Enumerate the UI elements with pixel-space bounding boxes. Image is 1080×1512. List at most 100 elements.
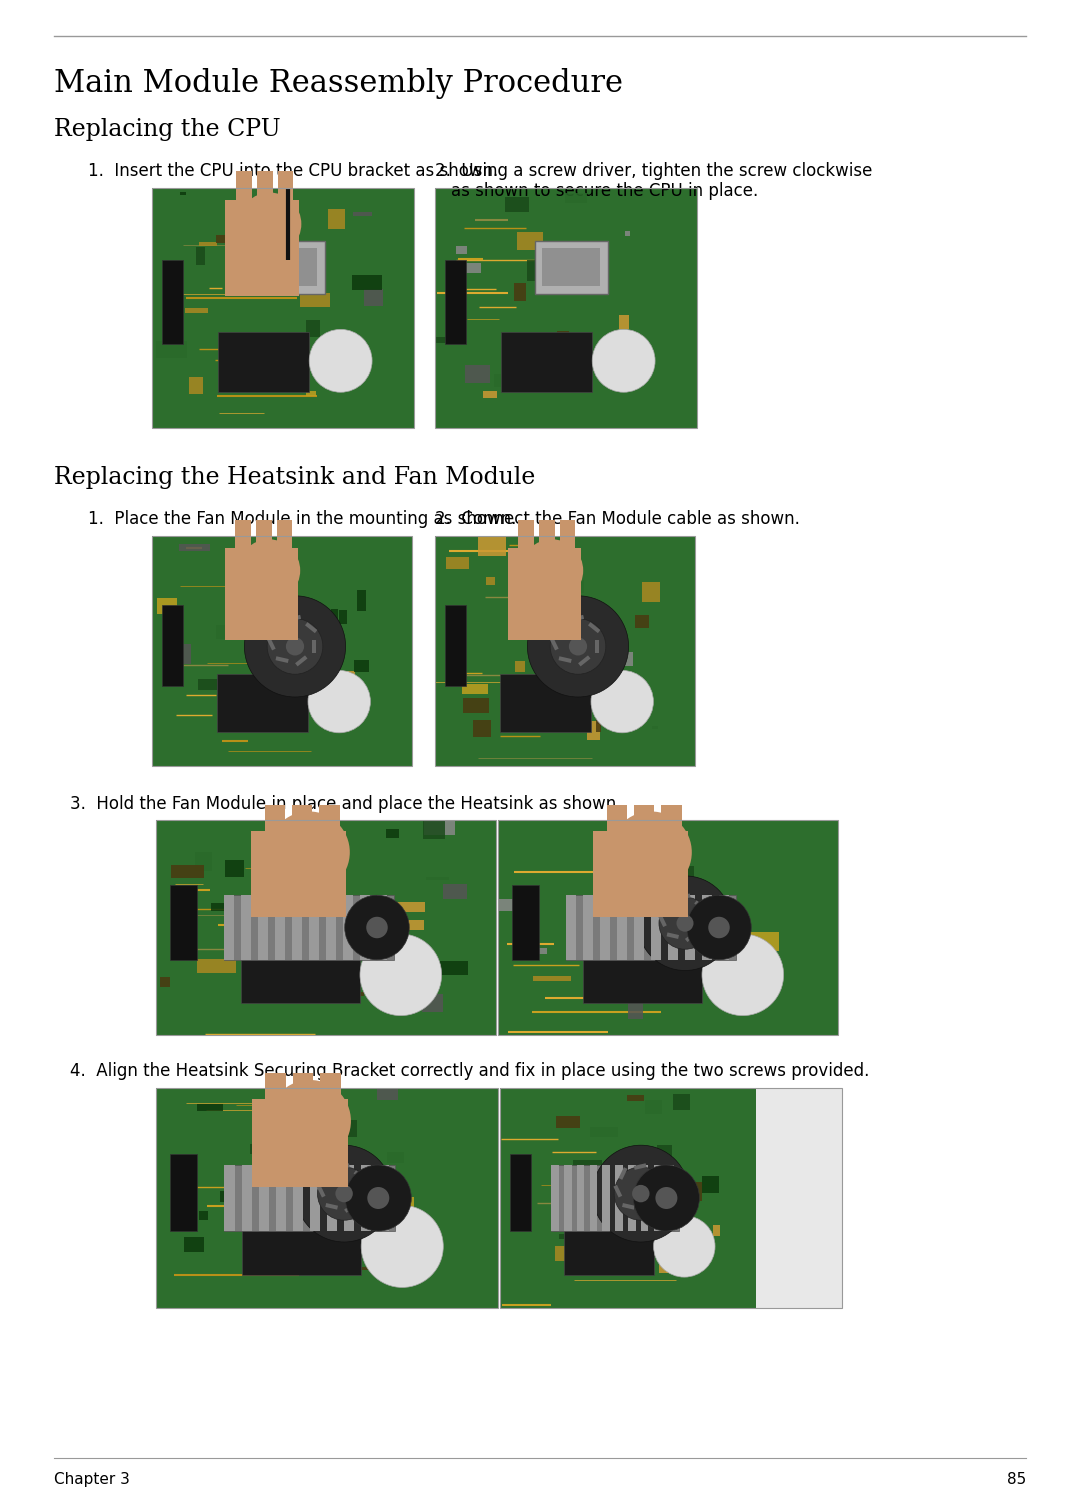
Bar [289,254,309,274]
Bar [634,881,666,886]
Bar [507,343,537,360]
Bar [152,187,414,428]
Bar [292,895,302,960]
Bar [554,561,576,570]
Bar [498,820,838,1036]
Bar [361,1166,372,1231]
Bar [199,1211,208,1220]
Bar [653,1166,661,1231]
Bar [225,606,244,617]
Bar [225,1166,234,1231]
Bar [337,1163,350,1170]
Bar [542,248,600,286]
Bar [658,915,666,927]
Bar [516,925,539,933]
Bar [634,895,644,960]
Bar [599,1204,621,1213]
Bar [565,194,588,203]
Circle shape [336,1185,353,1202]
Bar [260,641,287,653]
Bar [564,1166,571,1231]
Bar [500,674,591,732]
Bar [617,895,627,960]
Circle shape [637,875,732,971]
Bar [309,895,320,960]
Circle shape [366,916,388,939]
Bar [356,590,366,611]
Bar [446,558,469,569]
Bar [194,853,213,871]
Bar [364,289,383,305]
Bar [377,1089,399,1099]
Bar [685,895,696,960]
Bar [241,950,360,1002]
Bar [312,631,339,646]
Bar [170,885,197,960]
Bar [259,248,318,286]
Bar [593,830,688,916]
Bar [351,275,382,290]
Bar [436,337,450,343]
Bar [462,685,488,694]
Bar [500,1089,842,1308]
Bar [477,537,505,556]
Bar [657,1145,673,1163]
Bar [556,1116,580,1128]
Bar [742,933,779,951]
Bar [252,1099,348,1187]
Bar [569,345,579,352]
Bar [156,1089,498,1308]
Bar [500,333,592,392]
Bar [313,1202,349,1220]
Bar [627,1166,636,1231]
Bar [590,1128,619,1137]
Bar [554,1246,581,1261]
Bar [678,894,690,900]
Text: as shown to secure the CPU in place.: as shown to secure the CPU in place. [451,181,758,200]
Bar [500,1089,756,1308]
Bar [296,677,313,691]
Bar [686,866,693,885]
Bar [473,720,490,736]
Bar [293,1166,303,1231]
Bar [235,171,252,210]
Bar [658,1188,661,1201]
Bar [571,615,584,621]
Bar [168,349,175,358]
Bar [651,895,661,960]
Bar [558,656,571,662]
Bar [255,234,274,242]
Bar [444,885,467,900]
Bar [637,889,646,897]
Bar [559,520,576,556]
Bar [264,1173,295,1184]
Bar [306,392,315,396]
Bar [276,520,293,556]
Circle shape [521,540,583,602]
Bar [643,582,660,602]
Bar [152,187,414,428]
Bar [498,900,525,910]
Bar [294,1264,326,1267]
Bar [550,637,558,650]
Bar [157,342,187,358]
Bar [508,547,581,640]
Bar [387,1152,404,1163]
Bar [219,694,232,697]
Bar [619,314,629,330]
Bar [242,1166,252,1231]
Bar [225,547,298,640]
Bar [594,1182,609,1190]
Bar [266,1072,286,1108]
Bar [381,1237,406,1247]
Bar [199,242,217,245]
Bar [152,535,411,767]
Bar [518,520,534,556]
Bar [594,1181,610,1188]
Bar [216,236,247,243]
Bar [224,895,394,960]
Bar [224,895,234,960]
Bar [577,1166,584,1231]
Bar [152,535,411,767]
Bar [288,615,301,621]
